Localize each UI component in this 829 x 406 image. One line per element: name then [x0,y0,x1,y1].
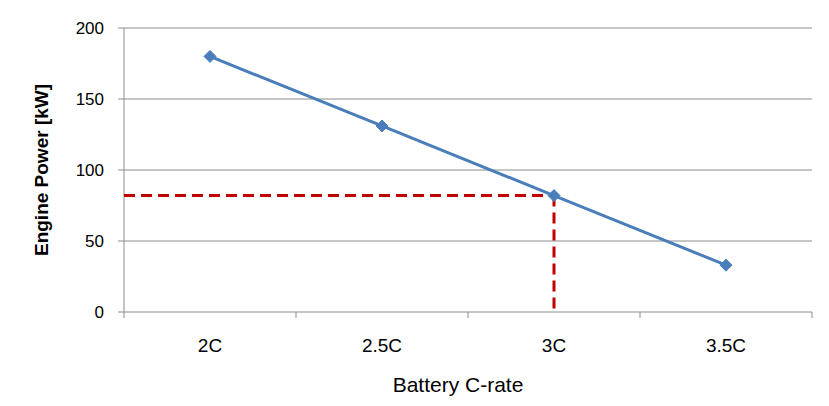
y-tick-label: 150 [76,90,104,109]
data-point [204,50,216,62]
y-tick [118,28,124,29]
plot-area [124,50,732,312]
x-tick [812,312,813,318]
x-tick-label: 2.5C [362,335,402,356]
data-point [376,120,388,132]
y-tick [118,99,124,100]
data-point [720,259,732,271]
y-tick [118,312,124,313]
y-tick [118,170,124,171]
data-line [210,56,726,265]
grid-line [124,170,812,171]
x-tick-label: 3.5C [706,335,746,356]
y-tick-label: 0 [95,303,104,322]
reference-h-line [124,194,554,197]
x-axis-title: Battery C-rate [393,373,524,396]
x-tick-label: 2C [198,335,222,356]
y-tick-label: 50 [85,232,104,251]
grid-line [124,241,812,242]
grid-line [124,99,812,100]
reference-v-line [553,196,556,312]
x-tick [640,312,641,318]
x-tick [468,312,469,318]
x-tick [124,312,125,318]
x-tick [296,312,297,318]
y-tick-label: 200 [76,19,104,38]
x-tick-label: 3C [542,335,566,356]
data-point [548,190,560,202]
chart: 0 50 100 150 200 2C 2.5C 3C 3.5C Battery C-rate En… [0,0,829,406]
y-tick-label: 100 [76,161,104,180]
y-tick [118,241,124,242]
grid-line [124,28,812,29]
y-axis [124,28,125,312]
y-axis-title: Engine Power [kW] [31,84,52,256]
